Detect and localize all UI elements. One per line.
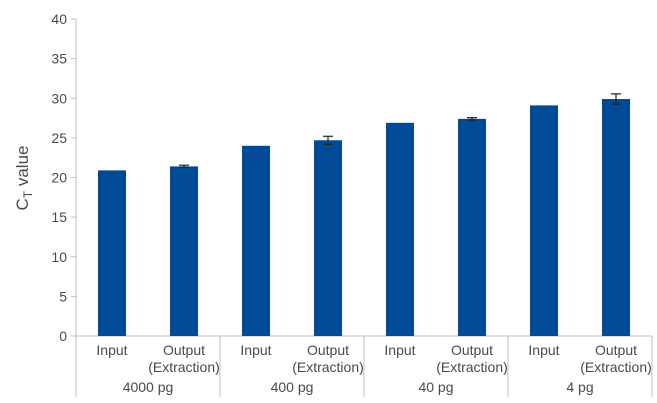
- y-axis-title-subscript: T: [21, 190, 35, 198]
- bar: [458, 118, 486, 336]
- category-label-line: Output: [307, 342, 349, 358]
- error-bar: [323, 135, 333, 145]
- y-tick-label: 35: [51, 51, 67, 67]
- category-label: Input: [384, 342, 415, 358]
- x-axis-labels: Input Output (Extraction)Input Output (Extra…: [96, 342, 651, 395]
- category-label-line: (Extraction): [580, 359, 652, 375]
- y-axis-title: CT value: [13, 146, 35, 211]
- y-tick-label: 5: [59, 288, 67, 304]
- y-tick-label: 25: [51, 130, 67, 146]
- category-label-line: (Extraction): [436, 359, 508, 375]
- error-bar: [179, 164, 189, 169]
- category-label: Output (Extraction): [292, 342, 364, 375]
- y-tick-label: 0: [59, 328, 67, 344]
- y-axis-title-rest: value: [13, 146, 32, 191]
- category-label: Input: [96, 342, 127, 358]
- group-label: 400 pg: [271, 379, 314, 395]
- group-label: 4 pg: [566, 379, 593, 395]
- bar: [242, 145, 270, 336]
- axes: 0 5 10 15 20 25 30 35 40: [51, 11, 653, 397]
- y-tick-label: 30: [51, 90, 67, 106]
- bar: [602, 99, 630, 336]
- y-axis-title-main: C: [13, 198, 32, 210]
- bar: [170, 166, 198, 336]
- category-label-line: Output: [163, 342, 205, 358]
- category-label-line: Input: [384, 342, 415, 358]
- group-label: 4000 pg: [123, 379, 174, 395]
- y-tick-label: 20: [51, 170, 67, 186]
- category-label-line: (Extraction): [292, 359, 364, 375]
- y-tick-label: 10: [51, 249, 67, 265]
- category-label-line: Output: [595, 342, 637, 358]
- category-label: Input: [240, 342, 271, 358]
- category-label: Output (Extraction): [148, 342, 220, 375]
- bars: [98, 93, 630, 336]
- category-label: Input: [528, 342, 559, 358]
- error-bar: [611, 93, 621, 105]
- category-label-line: Input: [528, 342, 559, 358]
- error-bar: [467, 117, 477, 121]
- category-label: Output (Extraction): [580, 342, 652, 375]
- category-label-line: Input: [240, 342, 271, 358]
- bar: [314, 140, 342, 336]
- bar: [530, 105, 558, 336]
- svg-text:CT value: CT value: [13, 146, 35, 211]
- category-label-line: (Extraction): [148, 359, 220, 375]
- group-label: 40 pg: [418, 379, 453, 395]
- category-label: Output (Extraction): [436, 342, 508, 375]
- category-label-line: Output: [451, 342, 493, 358]
- bar: [386, 122, 414, 336]
- category-label-line: Input: [96, 342, 127, 358]
- bar: [98, 170, 126, 336]
- y-tick-label: 15: [51, 209, 67, 225]
- y-tick-label: 40: [51, 11, 67, 27]
